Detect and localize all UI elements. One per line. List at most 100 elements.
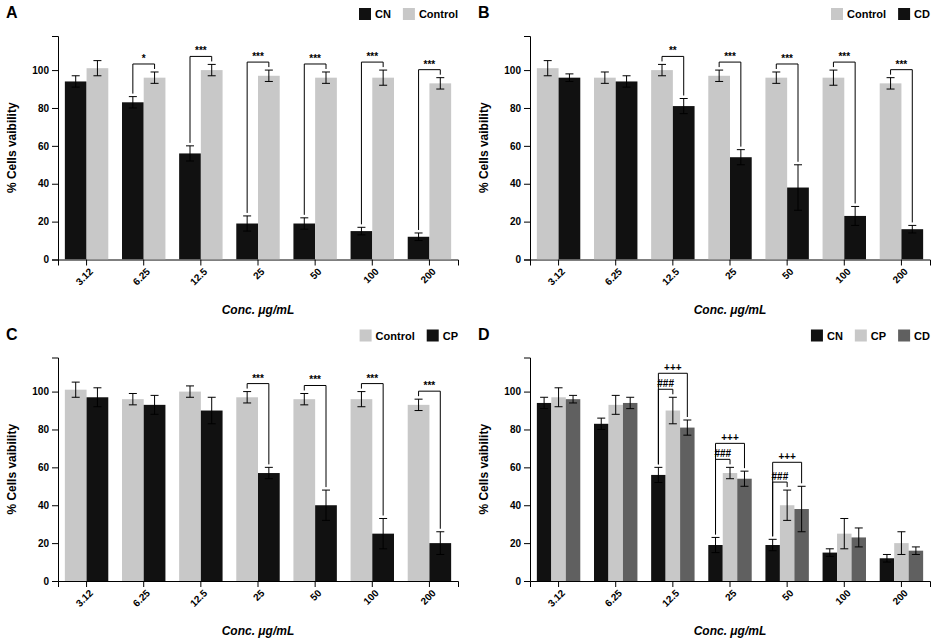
annotations: ###+++###+++###+++ bbox=[657, 362, 801, 536]
sig-label: * bbox=[142, 53, 146, 64]
bar bbox=[594, 424, 608, 581]
tick: 6.25 bbox=[131, 581, 153, 609]
bar bbox=[909, 551, 923, 581]
sig-bracket bbox=[716, 443, 745, 534]
panel: 0204060801003.126.2512.52550100200Conc. … bbox=[5, 4, 459, 317]
bar bbox=[144, 405, 166, 581]
tick-mark bbox=[524, 260, 530, 261]
legend-item: CD bbox=[898, 8, 930, 20]
tick-label: 40 bbox=[38, 500, 50, 511]
tick-mark bbox=[787, 581, 788, 587]
tick: 80 bbox=[510, 424, 530, 435]
tick-mark bbox=[86, 260, 87, 266]
error-bar bbox=[265, 467, 273, 478]
tick: 80 bbox=[510, 103, 530, 114]
error-bar bbox=[715, 70, 723, 81]
legend-label: CP bbox=[871, 330, 886, 342]
tick-mark bbox=[524, 505, 530, 506]
tick-label: 20 bbox=[510, 538, 522, 549]
tick-label: 100 bbox=[504, 386, 521, 397]
y-axis: 020406080100 bbox=[504, 37, 530, 266]
bar bbox=[730, 157, 752, 259]
bar bbox=[537, 403, 551, 581]
tick-mark bbox=[524, 222, 530, 223]
tick: 50 bbox=[780, 260, 796, 282]
error-bar bbox=[883, 554, 891, 562]
axis-line bbox=[59, 260, 459, 266]
y-axis: 020406080100 bbox=[32, 37, 58, 266]
tick-mark bbox=[52, 505, 58, 506]
tick-label: 100 bbox=[32, 65, 49, 76]
tick-label: 0 bbox=[515, 576, 521, 587]
tick-label: 80 bbox=[510, 103, 522, 114]
tick-mark bbox=[787, 260, 788, 266]
plot-area bbox=[537, 61, 923, 260]
sig-label: *** bbox=[252, 373, 264, 384]
error-bar bbox=[186, 146, 194, 161]
sig-label: +++ bbox=[664, 362, 682, 373]
bar bbox=[429, 83, 451, 259]
tick-mark bbox=[429, 581, 430, 587]
bar bbox=[87, 397, 109, 581]
sig-label: ### bbox=[657, 378, 674, 389]
tick-label: 100 bbox=[32, 386, 49, 397]
sig-bracket bbox=[719, 62, 741, 147]
panel-title: A bbox=[6, 4, 18, 21]
tick-label: 60 bbox=[38, 462, 50, 473]
bar bbox=[236, 397, 258, 581]
error-bar bbox=[769, 539, 777, 550]
tick-mark bbox=[524, 70, 530, 71]
sig-bracket bbox=[247, 384, 269, 465]
tick: 3.12 bbox=[74, 260, 96, 288]
tick-mark bbox=[558, 581, 559, 587]
bar bbox=[201, 411, 223, 581]
sig-bracket bbox=[891, 70, 913, 223]
error-bar bbox=[794, 165, 802, 210]
tick-mark bbox=[52, 70, 58, 71]
tick: 200 bbox=[890, 260, 910, 286]
axis-line bbox=[59, 582, 459, 588]
error-bar bbox=[626, 397, 634, 408]
error-bar bbox=[186, 386, 194, 397]
tick: 0 bbox=[515, 576, 530, 587]
tick: 60 bbox=[38, 462, 58, 473]
x-axis: 3.126.2512.52550100200 bbox=[59, 260, 459, 288]
panel-title: D bbox=[478, 326, 490, 343]
error-bar bbox=[726, 467, 734, 478]
axis-line bbox=[52, 358, 59, 582]
bar bbox=[87, 68, 109, 259]
tick: 200 bbox=[890, 581, 910, 607]
bar bbox=[179, 392, 201, 581]
bar bbox=[623, 403, 637, 581]
y-axis-title: % Cells vaibility bbox=[5, 424, 19, 515]
tick-label: 25 bbox=[723, 266, 739, 282]
legend-swatch bbox=[403, 8, 415, 20]
legend-item: CP bbox=[855, 330, 886, 342]
sig-label: *** bbox=[252, 51, 264, 62]
tick: 20 bbox=[510, 538, 530, 549]
tick-mark bbox=[615, 260, 616, 266]
annotations: **************** bbox=[133, 45, 440, 230]
bar bbox=[65, 81, 87, 259]
tick: 25 bbox=[723, 581, 739, 603]
tick-label: 100 bbox=[833, 587, 853, 607]
series bbox=[537, 61, 902, 260]
tick: 100 bbox=[361, 260, 381, 286]
tick-label: 6.25 bbox=[131, 266, 153, 288]
x-axis: 3.126.2512.52550100200 bbox=[531, 260, 931, 288]
tick: 40 bbox=[38, 178, 58, 189]
tick-mark bbox=[143, 581, 144, 587]
sig-bracket bbox=[133, 64, 155, 94]
tick-mark bbox=[730, 581, 731, 587]
bar bbox=[765, 78, 787, 260]
tick-mark bbox=[52, 260, 58, 261]
tick-label: 12.5 bbox=[188, 587, 210, 609]
error-bar bbox=[72, 382, 80, 397]
tick: 200 bbox=[418, 260, 438, 286]
tick: 20 bbox=[38, 538, 58, 549]
sig-label: *** bbox=[724, 51, 736, 62]
tick-mark bbox=[672, 260, 673, 266]
tick: 100 bbox=[833, 260, 853, 286]
sig-bracket bbox=[361, 384, 383, 516]
series bbox=[65, 382, 430, 581]
